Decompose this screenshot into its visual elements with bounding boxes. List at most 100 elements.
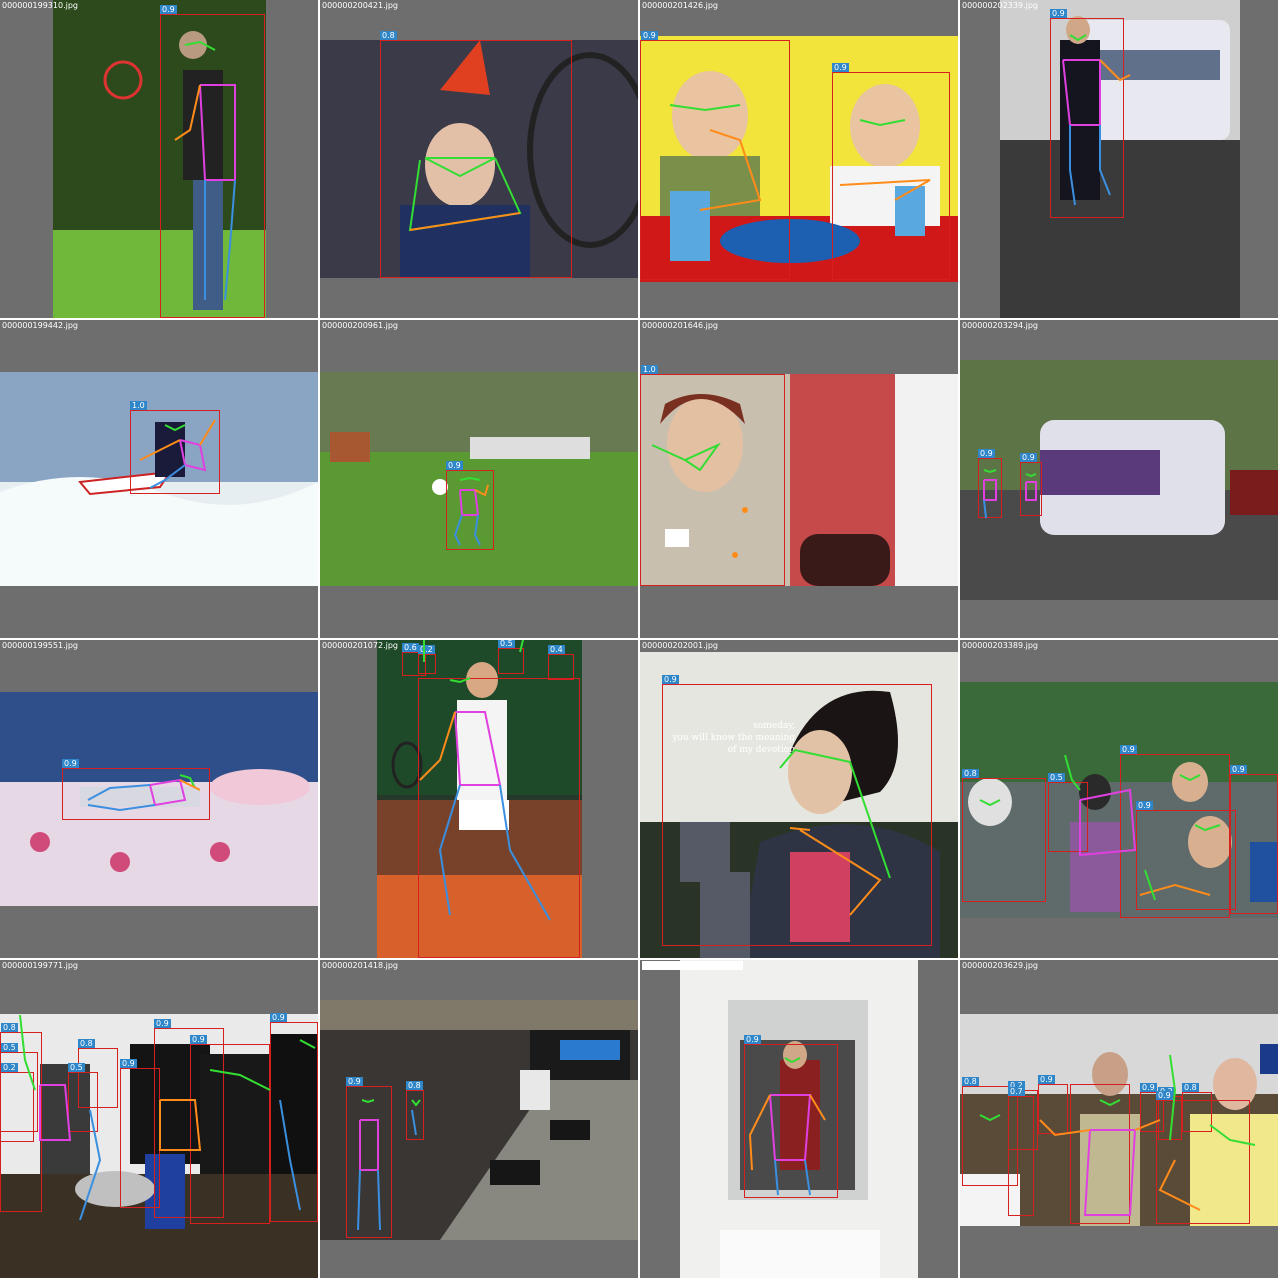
confidence-score: 0.9 bbox=[641, 31, 658, 40]
confidence-score: 0.9 bbox=[346, 1077, 363, 1086]
confidence-score: 0.5 bbox=[1, 1043, 18, 1052]
confidence-score: 0.6 bbox=[402, 643, 419, 652]
person-bbox: 0.5 bbox=[1048, 773, 1088, 852]
confidence-score: 0.4 bbox=[548, 645, 565, 654]
person-bbox: 0.4 bbox=[548, 645, 574, 680]
pose-skeleton bbox=[779, 748, 891, 916]
confidence-score: 0.9 bbox=[744, 1035, 761, 1044]
photo bbox=[680, 960, 918, 1278]
person-bbox bbox=[418, 678, 580, 958]
confidence-score: 0.9 bbox=[190, 1035, 207, 1044]
person-bbox: 1.0 bbox=[640, 365, 785, 586]
tile-201426[interactable]: 000000201426.jpg 0.9 0.9 bbox=[640, 0, 958, 318]
pose-skeleton bbox=[453, 476, 489, 546]
photo bbox=[960, 682, 1278, 918]
tile-filename: 000000202001.jpg bbox=[642, 641, 718, 650]
confidence-score: 0.2 bbox=[1008, 1081, 1025, 1090]
tile-filename: 000000201646.jpg bbox=[642, 321, 718, 330]
person-bbox: 0.9 bbox=[154, 1019, 224, 1218]
confidence-score: 0.9 bbox=[662, 675, 679, 684]
person-bbox: 0.9 bbox=[978, 449, 1002, 518]
person-bbox: 0.9 bbox=[270, 1013, 318, 1222]
pose-skeleton bbox=[408, 157, 522, 232]
tile-199442[interactable]: 000000199442.jpg 1.0 bbox=[0, 320, 318, 638]
confidence-score: 0.9 bbox=[1038, 1075, 1055, 1084]
confidence-score: 0.9 bbox=[1020, 453, 1037, 462]
confidence-score: 0.9 bbox=[832, 63, 849, 72]
photo bbox=[640, 36, 958, 282]
tile-203389[interactable]: 000000203389.jpg 0.8 0.5 0.9 0.9 0.9 bbox=[960, 640, 1278, 958]
photo-caption: someday, you will know the meaning of my… bbox=[660, 720, 795, 756]
tile-filename: 000000200961.jpg bbox=[322, 321, 398, 330]
confidence-score: 0.9 bbox=[1050, 9, 1067, 18]
confidence-score: 0.5 bbox=[498, 640, 515, 648]
person-bbox: 0.2 bbox=[0, 1063, 34, 1142]
confidence-score: 0.8 bbox=[1182, 1083, 1199, 1092]
tile-200961[interactable]: 000000200961.jpg 0.9 bbox=[320, 320, 638, 638]
tile-202001[interactable]: 000000202001.jpg someday, you will know … bbox=[640, 640, 958, 958]
photo bbox=[1000, 0, 1240, 318]
person-bbox: 0.8 bbox=[962, 1077, 1018, 1186]
tile-201646[interactable]: 000000201646.jpg 1.0 bbox=[640, 320, 958, 638]
person-bbox: 0.8 bbox=[380, 31, 572, 278]
person-bbox: 0.9 bbox=[190, 1035, 270, 1224]
confidence-score: 0.9 bbox=[1140, 1083, 1157, 1092]
pose-skeleton bbox=[748, 1057, 826, 1196]
person-bbox: 0.8 bbox=[406, 1081, 424, 1140]
photo bbox=[0, 372, 318, 586]
tile-filename: 000000201418.jpg bbox=[322, 961, 398, 970]
tile-199310[interactable]: 000000199310.jpg 0.9 bbox=[0, 0, 318, 318]
confidence-score: 0.9 bbox=[270, 1013, 287, 1022]
pose-skeleton bbox=[87, 774, 201, 812]
person-bbox: 0.8 bbox=[1182, 1083, 1212, 1132]
tile-filename: 000000203389.jpg bbox=[962, 641, 1038, 650]
confidence-score: 0.9 bbox=[1156, 1091, 1173, 1100]
tile-201072[interactable]: 000000201072.jpg 0.6 0.2 0.5 0.4 bbox=[320, 640, 638, 958]
pose-skeleton bbox=[979, 754, 1221, 901]
tile-filename: 000000199442.jpg bbox=[2, 321, 78, 330]
tile-203294[interactable]: 000000203294.jpg 0.9 0.9 bbox=[960, 320, 1278, 638]
pose-skeleton bbox=[357, 1099, 421, 1231]
tile-203629[interactable]: 000000203629.jpg 0.8 0.2 0.9 0.7 0.9 0 bbox=[960, 960, 1278, 1278]
person-bbox: 0.9 bbox=[1120, 745, 1230, 918]
tile-filename: 000000203629.jpg bbox=[962, 961, 1038, 970]
person-bbox: 0.9 bbox=[1050, 9, 1124, 218]
person-bbox: 0.2 bbox=[418, 645, 436, 674]
pose-skeleton bbox=[983, 469, 1037, 519]
pose-skeleton bbox=[669, 104, 931, 211]
tile-filename: 000000199310.jpg bbox=[2, 1, 78, 10]
person-bbox: 0.8 bbox=[78, 1039, 118, 1108]
person-bbox: 0.9 bbox=[640, 31, 790, 280]
photo bbox=[320, 372, 638, 586]
tile-199771[interactable]: 000000199771.jpg 0.8 0.5 0.2 0.9 0.8 0.9 bbox=[0, 960, 318, 1278]
tile-filename: 000000203294.jpg bbox=[962, 321, 1038, 330]
caption-line: someday, bbox=[753, 721, 795, 731]
tile-202339[interactable]: 000000202339.jpg 0.9 bbox=[960, 0, 1278, 318]
confidence-score: 0.7 bbox=[1008, 1087, 1025, 1096]
tile-filename: 000000200421.jpg bbox=[322, 1, 398, 10]
tile-201418[interactable]: 000000201418.jpg 0.9 0.8 bbox=[320, 960, 638, 1278]
photo bbox=[640, 374, 958, 586]
pose-skeleton bbox=[19, 1014, 316, 1221]
confidence-score: 0.8 bbox=[962, 769, 979, 778]
person-bbox: 1.0 bbox=[130, 401, 220, 494]
confidence-score: 0.5 bbox=[1048, 773, 1065, 782]
photo bbox=[960, 360, 1278, 600]
person-bbox: 0.5 bbox=[68, 1063, 98, 1132]
pose-skeleton bbox=[139, 419, 216, 489]
confidence-score: 0.9 bbox=[978, 449, 995, 458]
tile-200421[interactable]: 000000200421.jpg 0.8 bbox=[320, 0, 638, 318]
tile-202obscured[interactable]: 000000202_obscured.jpg 0.9 bbox=[640, 960, 958, 1278]
person-bbox: 0.9 bbox=[1020, 453, 1042, 516]
person-bbox: 0.9 bbox=[62, 759, 210, 820]
person-bbox: 0.9 bbox=[662, 675, 932, 946]
person-bbox: 0.9 bbox=[1230, 765, 1278, 914]
confidence-score: 0.8 bbox=[78, 1039, 95, 1048]
caption-line: of my devotion bbox=[727, 745, 795, 755]
tile-199551[interactable]: 000000199551.jpg 0.9 bbox=[0, 640, 318, 958]
confidence-score: 0.9 bbox=[62, 759, 79, 768]
person-bbox: 0.8 bbox=[962, 769, 1046, 902]
pose-skeleton bbox=[419, 640, 551, 921]
pose-skeleton bbox=[979, 1054, 1256, 1216]
